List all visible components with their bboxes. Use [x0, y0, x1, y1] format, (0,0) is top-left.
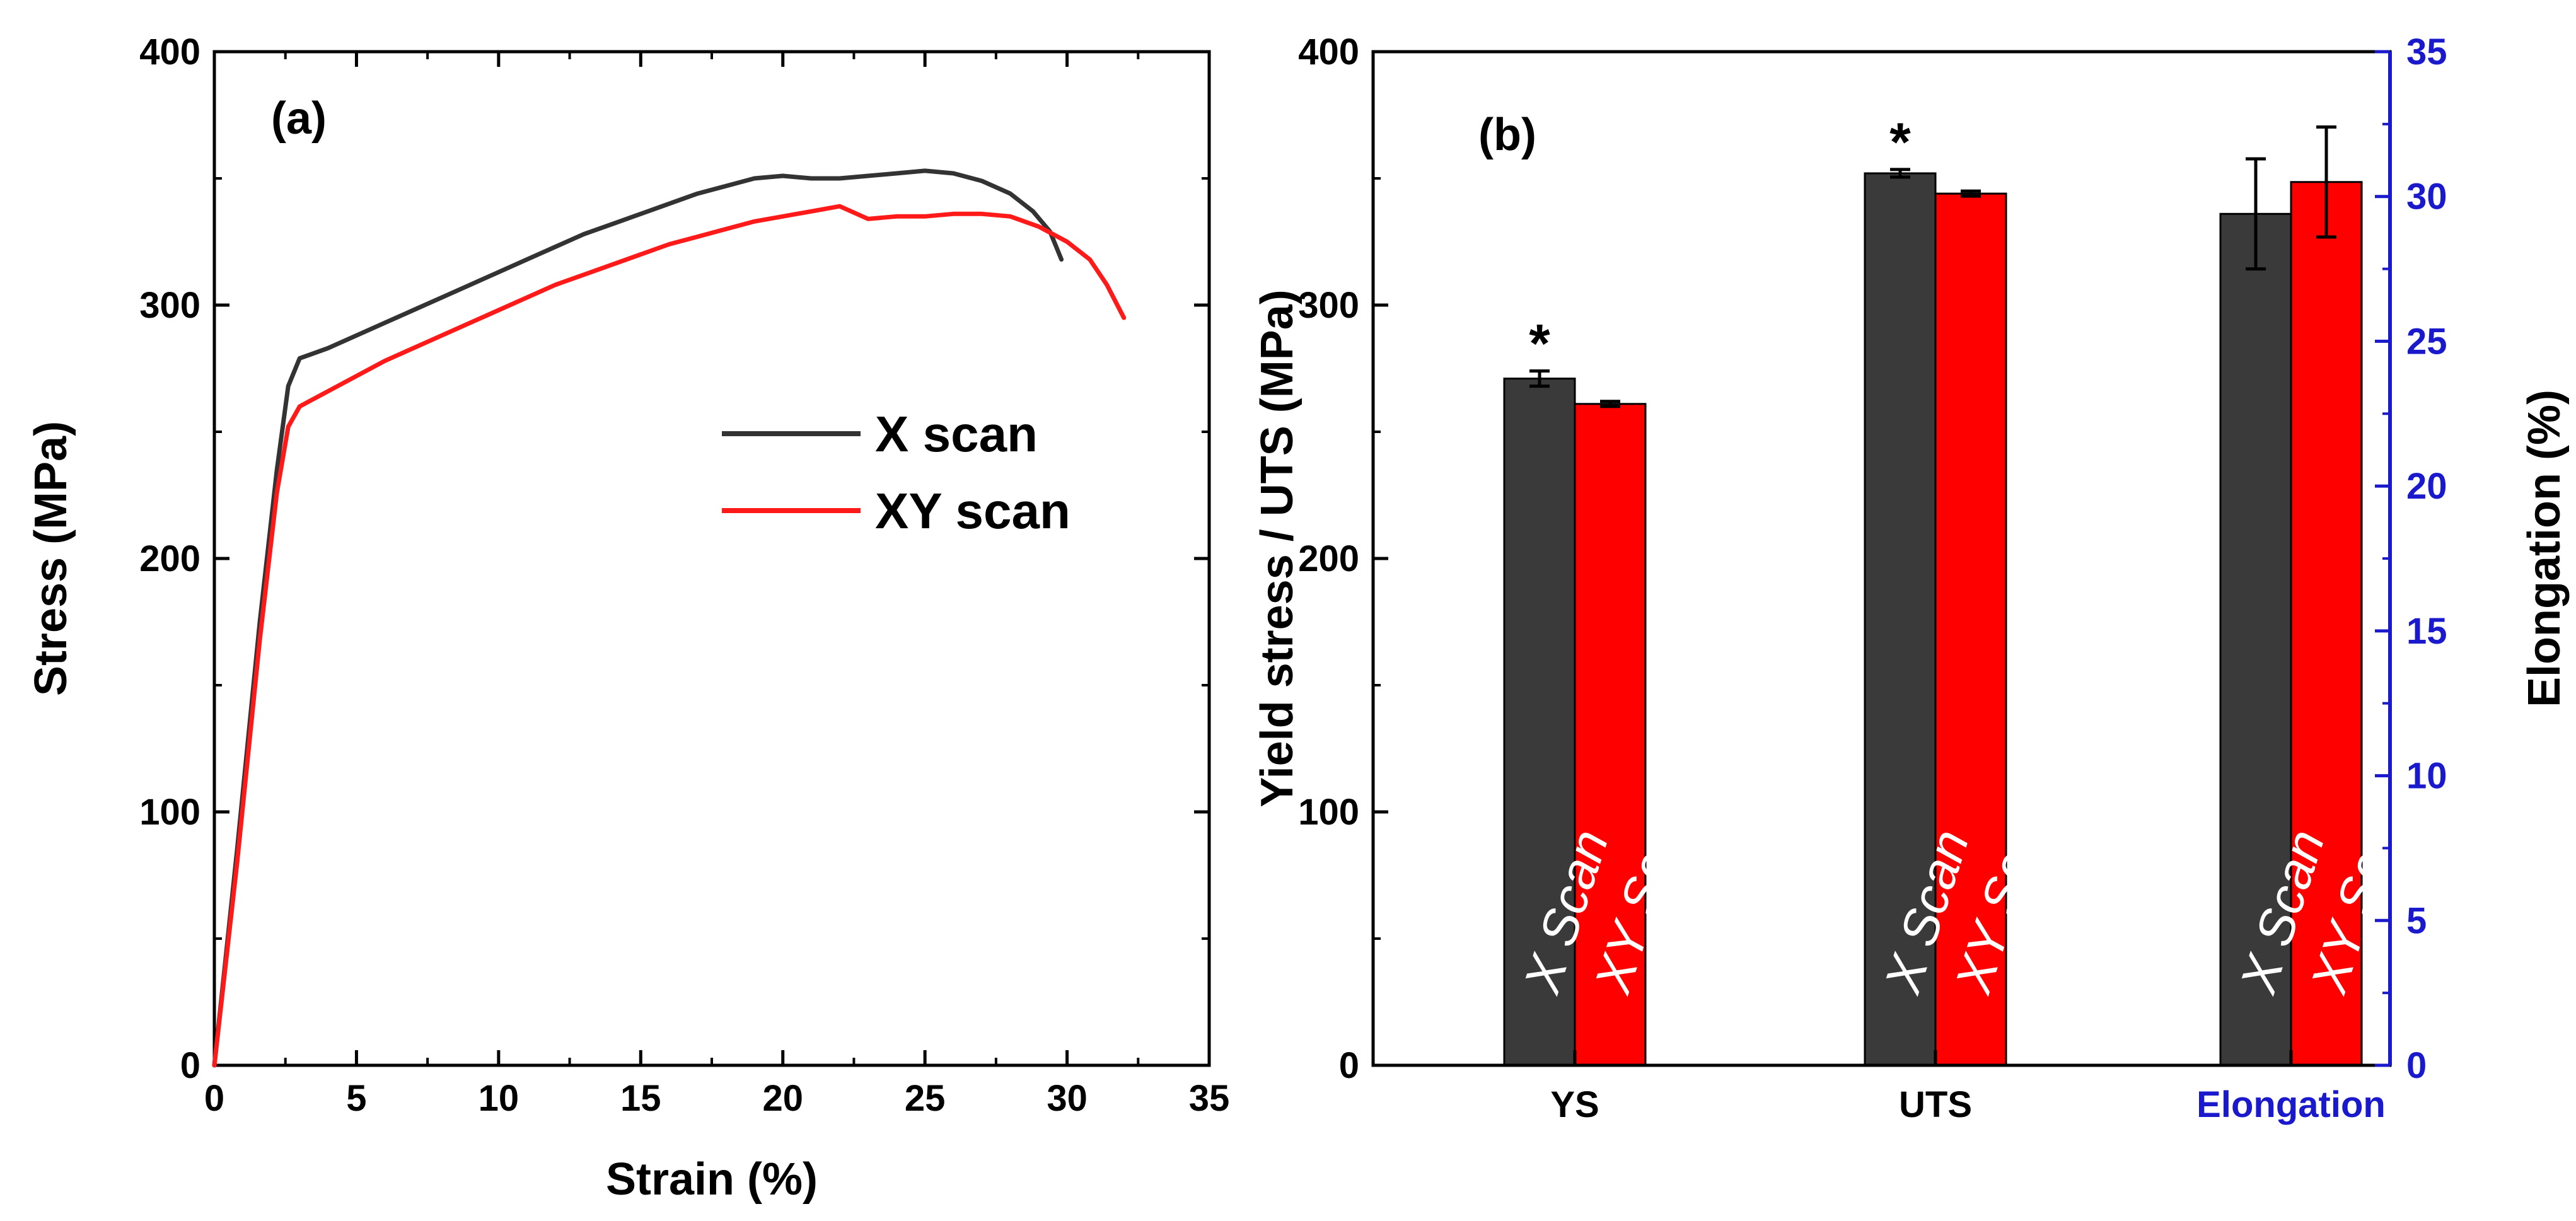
- legend-label-x-scan: X scan: [875, 406, 1038, 462]
- panel-a-y-tick-label: 300: [139, 285, 200, 326]
- panel-b-y2-tick-label: 15: [2406, 611, 2447, 652]
- panel-b-left-y-ticks: 0 100 200 300 400: [1298, 32, 1388, 1086]
- panel-b-category-label-ys: YS: [1550, 1084, 1599, 1125]
- panel-a-x-tick-label: 20: [762, 1078, 803, 1119]
- panel-a-x-tick-label: 10: [479, 1078, 519, 1119]
- panel-b-category-label-uts: UTS: [1899, 1084, 1972, 1125]
- panel-b-y-tick-label: 300: [1298, 285, 1359, 326]
- panel-a-y-axis-label: Stress (MPa): [26, 421, 76, 696]
- panel-a-x-axis-label: Strain (%): [606, 1154, 818, 1205]
- panel-b-label: (b): [1478, 110, 1536, 160]
- panel-b-right-y-axis-label: Elongation (%): [2519, 390, 2570, 707]
- panel-a-y-tick-label: 400: [139, 32, 200, 72]
- panel-b-y2-tick-label: 5: [2406, 900, 2427, 941]
- panel-a-x-tick-label: 0: [204, 1078, 224, 1119]
- panel-a-x-tick-label: 25: [905, 1078, 946, 1119]
- panel-b-y2-tick-label: 10: [2406, 756, 2447, 797]
- panel-a-y-tick-label: 100: [139, 792, 200, 833]
- panel-b-y2-tick-label: 30: [2406, 176, 2447, 217]
- panel-b-y2-tick-label: 35: [2406, 32, 2447, 72]
- panel-a-label: (a): [271, 93, 327, 144]
- panel-b-category-ticks: YS UTS Elongation: [1550, 1050, 2386, 1125]
- panel-a-x-tick-label: 35: [1189, 1078, 1230, 1119]
- panel-b-right-y-ticks: 0 5 10 15 20 25 30 35: [2375, 32, 2447, 1086]
- legend-label-xy-scan: XY scan: [875, 483, 1070, 539]
- bar-ys-x-scan: [1503, 378, 1576, 1067]
- panel-a-stress-strain-chart: 0 5 10 15 20 25 30 35 0 100 200 300 400 (a) Strain …: [26, 32, 1229, 1205]
- panel-b-left-y-axis-label: Yield stress / UTS (MPa): [1252, 289, 1303, 807]
- significance-star: *: [1529, 314, 1550, 374]
- panel-b-error-bars: [1529, 125, 2336, 408]
- panel-a-x-tick-label: 15: [620, 1078, 661, 1119]
- panel-a-plot-frame: [212, 50, 1211, 1067]
- panel-b-y2-tick-label: 20: [2406, 466, 2447, 507]
- panel-b-bars: [1503, 172, 2363, 1067]
- series-line-xy-scan: [212, 204, 1127, 1068]
- panel-a-x-tick-label: 5: [346, 1078, 366, 1119]
- panel-b-y-tick-label: 0: [1339, 1045, 1359, 1086]
- bar-elongation-xy-scan: [2290, 181, 2363, 1067]
- bar-uts-xy-scan: [1934, 192, 2007, 1067]
- panel-b-y2-tick-label: 25: [2406, 321, 2447, 362]
- significance-star: *: [1889, 112, 1911, 173]
- panel-a-x-tick-label: 30: [1047, 1078, 1088, 1119]
- panel-b-significance-markers: **: [1529, 112, 1911, 374]
- bar-ys-xy-scan: [1574, 403, 1647, 1067]
- panel-b-y-tick-label: 100: [1298, 792, 1359, 833]
- panel-a-y-ticks: 0 100 200 300 400: [139, 32, 1209, 1086]
- series-line-x-scan: [212, 168, 1064, 1068]
- panel-a-y-tick-label: 200: [139, 538, 200, 579]
- bar-uts-x-scan: [1864, 172, 1937, 1067]
- panel-a-x-ticks: 0 5 10 15 20 25 30 35: [204, 52, 1229, 1119]
- panel-a-legend: X scan XY scan: [722, 406, 1070, 539]
- panel-b-y-tick-label: 200: [1298, 538, 1359, 579]
- panel-b-y-tick-label: 400: [1298, 32, 1359, 72]
- panel-b-y2-tick-label: 0: [2406, 1045, 2427, 1086]
- panel-a-y-tick-label: 0: [180, 1045, 200, 1086]
- panel-a-series-lines: [212, 168, 1127, 1068]
- panel-b-category-label-elongation: Elongation: [2196, 1084, 2386, 1125]
